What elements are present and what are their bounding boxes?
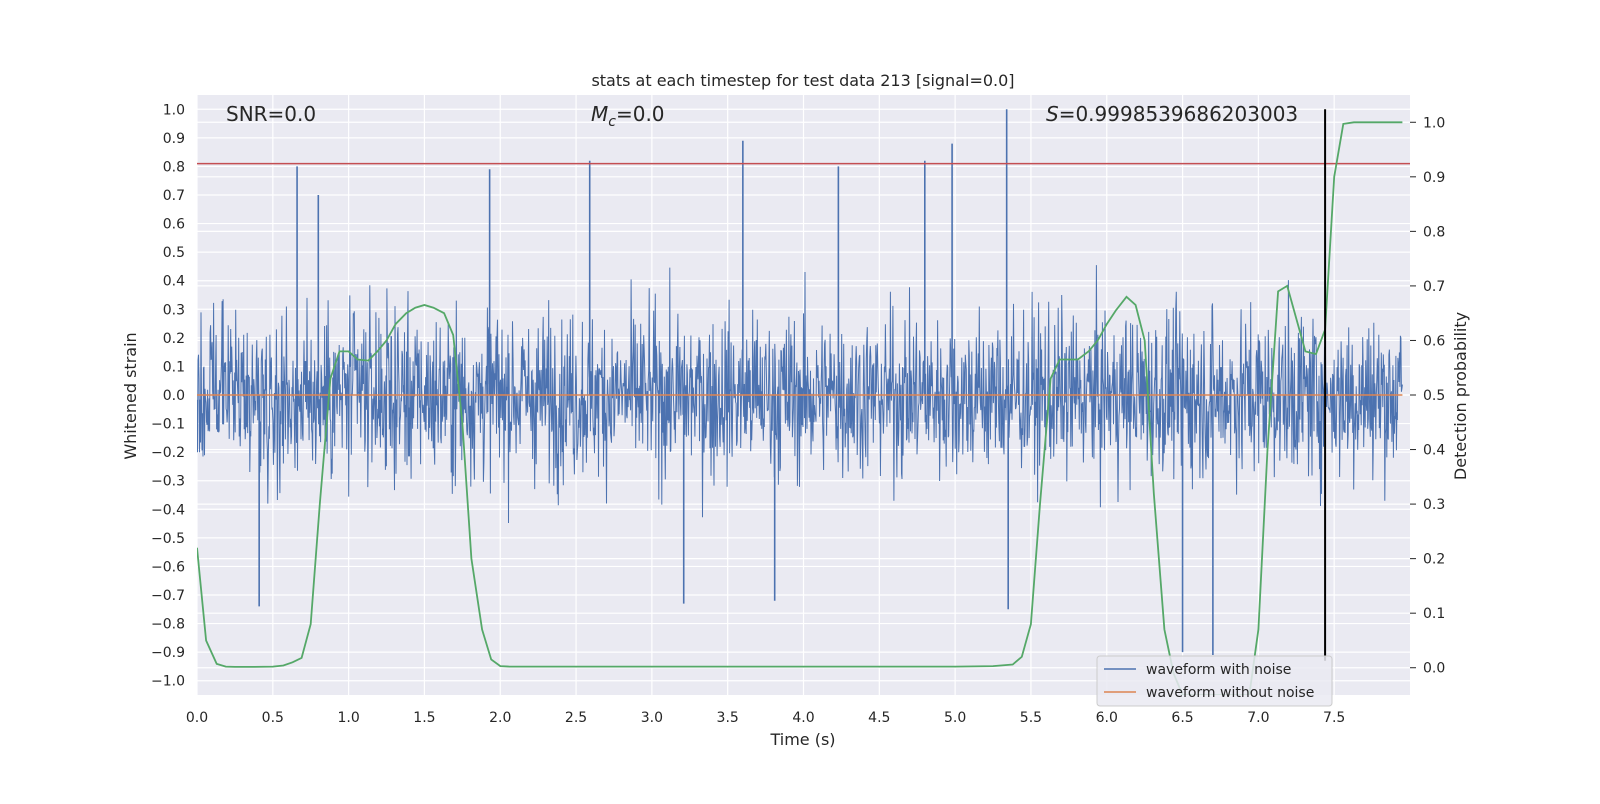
- legend-label-noise: waveform with noise: [1146, 662, 1291, 678]
- y-tick-label-left: 0.3: [163, 302, 185, 318]
- y-tick-label-left: −0.2: [151, 445, 185, 461]
- y-tick-label-right: 0.4: [1423, 443, 1445, 459]
- legend-box: [1096, 655, 1333, 707]
- x-tick-label: 0.0: [186, 710, 208, 726]
- x-tick-labels: 0.0 0.5 1.0 1.5 2.0 2.5 3.0 3.5 4.0 4.5 5.0 5.5 6.0 6…: [186, 710, 1345, 726]
- y-tick-label-left: 0.5: [163, 245, 185, 261]
- y-tick-label-left: 0.0: [163, 388, 185, 404]
- chirp-mass-annotation: Mc=0.0: [591, 102, 665, 130]
- y-tick-label-left: −0.3: [151, 474, 185, 490]
- x-tick-label: 6.0: [1096, 710, 1118, 726]
- score-annotation: S=0.9998539686203003: [1046, 102, 1298, 126]
- y-tick-label-left: 0.6: [163, 217, 185, 233]
- y-tick-label-left: 1.0: [163, 102, 185, 118]
- y-tick-label-right: 0.9: [1423, 170, 1445, 186]
- x-tick-label: 3.5: [717, 710, 739, 726]
- y-tick-label-left: −0.8: [151, 617, 185, 633]
- y-tick-labels-right: 1.0 0.9 0.8 0.7 0.6 0.5 0.4 0.3 0.2 0.1 0.0: [1410, 115, 1445, 677]
- y-tick-label-left: −0.6: [151, 559, 185, 575]
- y-tick-label-right: 1.0: [1423, 115, 1445, 131]
- chirp-mass-subscript: c: [608, 114, 616, 130]
- y-tick-label-right: 0.0: [1423, 661, 1445, 677]
- x-tick-label: 4.0: [792, 710, 814, 726]
- legend: waveform with noise waveform without noi…: [1096, 655, 1333, 707]
- x-axis-label: Time (s): [769, 730, 835, 749]
- y-tick-label-left: −1.0: [151, 674, 185, 690]
- y-tick-label-right: 0.2: [1423, 552, 1445, 568]
- y-tick-label-left: −0.7: [151, 588, 185, 604]
- y-tick-label-right: 0.7: [1423, 279, 1445, 295]
- chirp-mass-symbol: M: [591, 102, 608, 126]
- x-tick-label: 6.5: [1171, 710, 1193, 726]
- y-tick-label-left: 0.2: [163, 331, 185, 347]
- y-tick-label-left: −0.4: [151, 502, 185, 518]
- x-tick-label: 0.5: [262, 710, 284, 726]
- y-tick-label-left: −0.5: [151, 531, 185, 547]
- y-tick-label-right: 0.5: [1423, 388, 1445, 404]
- y-tick-label-left: −0.9: [151, 645, 185, 661]
- score-value: =0.9998539686203003: [1059, 102, 1298, 126]
- x-tick-label: 1.0: [337, 710, 359, 726]
- y-tick-label-left: 0.7: [163, 188, 185, 204]
- y-tick-label-left: 0.8: [163, 159, 185, 175]
- y-tick-label-left: 0.9: [163, 131, 185, 147]
- y-axis-label-left: Whitened strain: [121, 332, 140, 459]
- score-symbol: S: [1046, 102, 1059, 126]
- x-tick-label: 4.5: [868, 710, 890, 726]
- y-tick-label-right: 0.1: [1423, 606, 1445, 622]
- noise-trace: [197, 265, 1403, 524]
- x-tick-label: 7.0: [1247, 710, 1269, 726]
- legend-label-clean: waveform without noise: [1146, 685, 1314, 701]
- y-tick-label-right: 0.8: [1423, 224, 1445, 240]
- x-tick-label: 2.0: [489, 710, 511, 726]
- y-axis-label-right: Detection probability: [1451, 312, 1470, 480]
- y-tick-label-right: 0.3: [1423, 497, 1445, 513]
- noise-series: [197, 109, 1403, 655]
- x-tick-label: 7.5: [1323, 710, 1345, 726]
- x-tick-label: 5.5: [1020, 710, 1042, 726]
- x-tick-label: 3.0: [641, 710, 663, 726]
- y-tick-label-left: −0.1: [151, 417, 185, 433]
- y-tick-label-left: 0.4: [163, 274, 185, 290]
- x-tick-label: 1.5: [413, 710, 435, 726]
- y-tick-label-right: 0.6: [1423, 333, 1445, 349]
- detection-probability-line: [197, 121, 1403, 695]
- chirp-mass-value: =0.0: [616, 102, 665, 126]
- x-tick-label: 5.0: [944, 710, 966, 726]
- line-series: [197, 121, 1410, 695]
- x-tick-label: 2.5: [565, 710, 587, 726]
- snr-annotation: SNR=0.0: [226, 102, 316, 126]
- y-tick-label-left: 0.1: [163, 359, 185, 375]
- chart-title: stats at each timestep for test data 213…: [591, 71, 1014, 90]
- y-tick-labels-left: 1.0 0.9 0.8 0.7 0.6 0.5 0.4 0.3 0.2 0.1 0.0 −0.1 −0.…: [151, 102, 185, 689]
